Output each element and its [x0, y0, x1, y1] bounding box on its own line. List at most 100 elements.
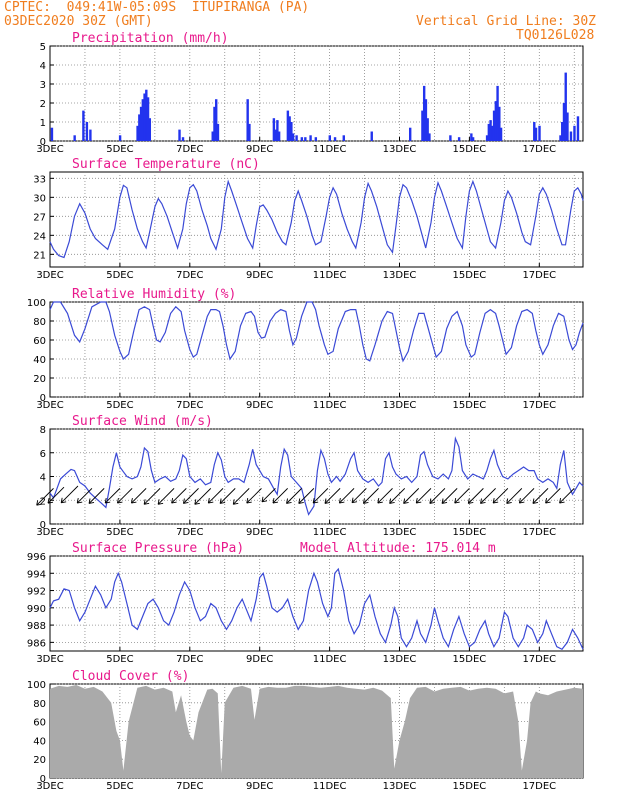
precip-bar — [73, 135, 76, 141]
rh-ytick-label: 60 — [33, 336, 46, 347]
precip-bar — [50, 127, 54, 141]
temp-ytick-label: 24 — [33, 231, 46, 242]
precip-bar — [498, 106, 501, 141]
wind-ytick-label: 4 — [40, 473, 46, 484]
pres-ytick-label: 988 — [27, 621, 46, 632]
precip-bar — [576, 116, 580, 141]
precip-ytick-label: 4 — [40, 61, 46, 72]
wind-arrow — [194, 488, 212, 505]
precip-bar — [274, 129, 277, 141]
precip-xtick-label: 5DEC — [106, 144, 133, 155]
wind-arrow — [261, 488, 276, 503]
rh-ytick-label: 80 — [33, 317, 46, 328]
wind-arrow-head — [76, 497, 83, 504]
precip-bar — [181, 137, 185, 141]
precip-bar — [300, 137, 304, 141]
wind-arrow-head — [559, 497, 565, 504]
rh-xtick-label: 7DEC — [176, 400, 203, 411]
precip-xtick-label: 11DEC — [313, 144, 347, 155]
wind-arrow — [104, 488, 121, 504]
wind-arrow — [286, 488, 302, 504]
wind-arrow-head — [116, 497, 123, 504]
temp-ytick-label: 21 — [33, 250, 46, 261]
pres-ytick-label: 990 — [27, 604, 46, 615]
wind-arrow-head — [182, 498, 189, 504]
wind-arrow — [467, 488, 484, 504]
cloud-ytick-label: 40 — [33, 736, 46, 747]
wind-arrow-head — [104, 497, 111, 504]
wind-arrow — [480, 488, 496, 504]
precip-bar — [139, 106, 143, 141]
wind-arrow — [298, 488, 315, 504]
precip-ytick-label: 2 — [40, 99, 46, 110]
wind-arrow-head — [532, 498, 539, 504]
cloud-ytick-label: 100 — [27, 680, 46, 691]
precip-bar — [564, 72, 567, 141]
rh-xtick-label: 17DEC — [522, 400, 556, 411]
cloud-title: Cloud Cover (%) — [72, 669, 189, 684]
precip-bar — [85, 122, 89, 141]
precip-bar — [492, 110, 496, 141]
wind-ytick-label: 6 — [40, 449, 46, 460]
precip-bar — [138, 114, 141, 141]
temp-frame — [49, 171, 584, 268]
wind-arrow — [157, 488, 175, 505]
wind-xtick-label: 17DEC — [522, 527, 556, 538]
wind-arrow-head — [298, 498, 304, 504]
wind-arrow-head — [518, 497, 525, 504]
precip-bar — [290, 122, 293, 141]
precip-bar — [314, 137, 318, 141]
rh-ytick-label: 40 — [33, 355, 46, 366]
precip-xtick-label: 7DEC — [176, 144, 203, 155]
wind-arrow-head — [377, 497, 383, 504]
rh-ytick-label: 100 — [27, 298, 46, 309]
wind-xtick-label: 3DEC — [36, 527, 63, 538]
pres-ytick-label: 992 — [27, 587, 46, 598]
precip-xtick-label: 15DEC — [453, 144, 487, 155]
wind-arrow — [60, 485, 79, 504]
wind-arrow-head — [157, 499, 164, 505]
temp-xtick-label: 17DEC — [522, 270, 556, 281]
wind-arrow — [219, 488, 236, 504]
wind-series-line — [49, 436, 584, 516]
wind-xtick-label: 15DEC — [453, 527, 487, 538]
precip-bar — [309, 135, 312, 141]
precip-bar — [248, 123, 251, 141]
precip-xtick-label: 3DEC — [36, 144, 63, 155]
precip-bar — [449, 135, 452, 141]
precip-bar — [118, 135, 122, 141]
wind-arrow — [559, 488, 575, 504]
wind-arrow-head — [480, 498, 486, 504]
wind-arrow — [143, 488, 161, 505]
precip-xtick-label: 9DEC — [246, 144, 273, 155]
wind-arrow — [324, 488, 341, 504]
wind-arrow-head — [506, 498, 512, 504]
precip-bar — [489, 120, 492, 141]
wind-arrow — [429, 488, 446, 504]
pres-ytick-label: 986 — [27, 638, 46, 649]
precip-title: Precipitation (mm/h) — [72, 31, 229, 46]
wind-arrow-head — [429, 498, 435, 504]
wind-arrow — [47, 486, 65, 504]
cloud-area — [50, 684, 583, 778]
precip-bar — [333, 137, 337, 141]
precip-bar — [288, 116, 291, 141]
wind-xtick-label: 11DEC — [313, 527, 347, 538]
precip-bar — [533, 122, 536, 141]
pres-series-line — [49, 567, 584, 651]
precip-bar — [276, 120, 279, 141]
cloud-xtick-label: 17DEC — [522, 781, 556, 792]
wind-arrow — [363, 488, 379, 504]
wind-arrow — [117, 488, 133, 504]
rh-xtick-label: 9DEC — [246, 400, 273, 411]
precip-bar — [178, 129, 181, 141]
wind-arrow — [171, 488, 187, 504]
wind-arrow-head — [171, 497, 177, 504]
wind-arrow — [351, 488, 367, 503]
precip-frame — [49, 45, 584, 142]
wind-arrow — [492, 488, 509, 504]
temp-xtick-label: 15DEC — [453, 270, 487, 281]
wind-arrow — [339, 488, 355, 504]
wind-arrow-head — [143, 499, 150, 505]
